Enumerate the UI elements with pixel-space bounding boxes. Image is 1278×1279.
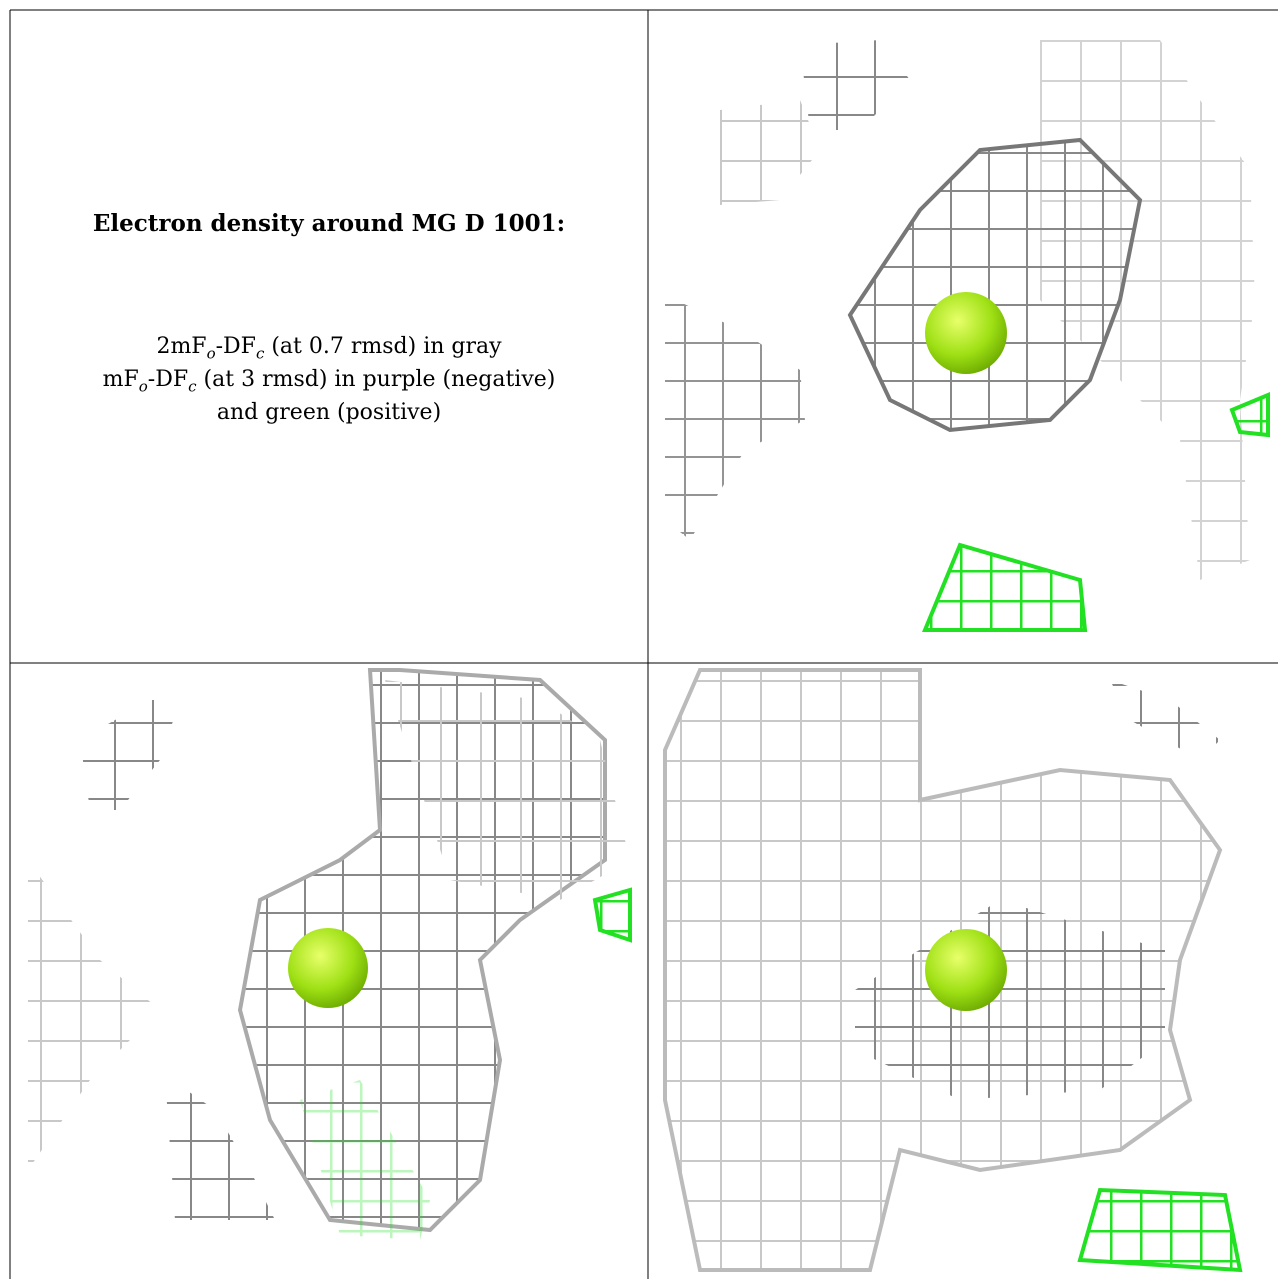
subscript: c: [188, 377, 197, 396]
caption-title: Electron density around MG D 1001:: [92, 210, 566, 237]
density-panel: [28, 668, 632, 1240]
caption-text: (at 0.7 rmsd) in gray: [264, 334, 502, 359]
caption-line: mFo-DFc (at 3 rmsd) in purple (negative): [10, 363, 648, 396]
caption-text: 2mF: [156, 334, 207, 359]
subscript: c: [255, 344, 265, 363]
density-panel: [663, 668, 1243, 1273]
caption-text: mF: [102, 367, 139, 392]
caption-lines: 2mFo-DFc (at 0.7 rmsd) in gray mFo-DFc (a…: [10, 330, 648, 429]
caption-line: and green (positive): [10, 396, 648, 429]
caption-cell: Electron density around MG D 1001: 2mFo-…: [10, 10, 648, 663]
caption-text: and green (positive): [216, 400, 442, 425]
table-borders: [9, 9, 1278, 1279]
caption-text: -DF: [215, 334, 256, 359]
caption-text: -DF: [147, 367, 189, 392]
caption-text: (at 3 rmsd) in purple (negative): [196, 367, 556, 392]
subscript: o: [206, 344, 216, 363]
subscript: o: [138, 377, 148, 396]
caption-line: 2mFo-DFc (at 0.7 rmsd) in gray: [10, 330, 648, 363]
density-panel: [665, 40, 1270, 632]
